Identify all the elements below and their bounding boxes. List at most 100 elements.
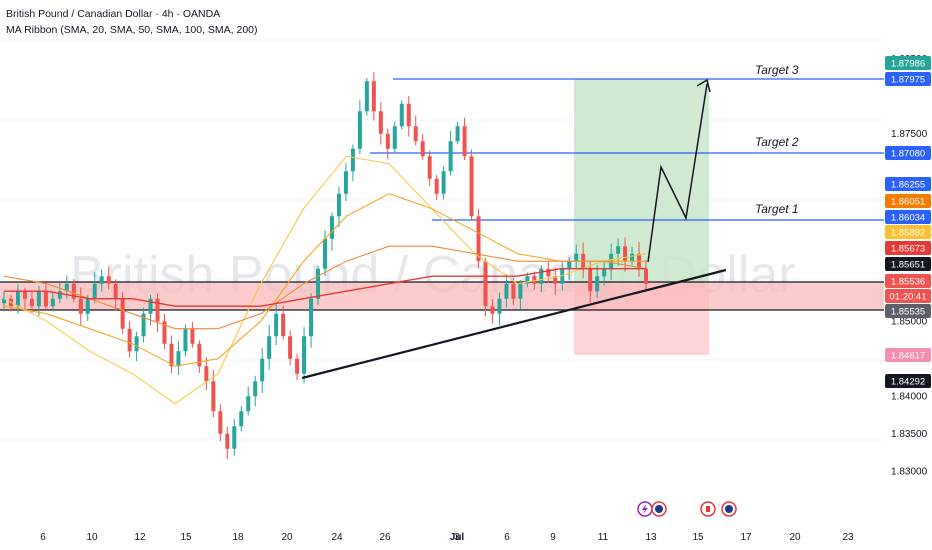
candle-body[interactable] [427, 156, 432, 179]
candle-body[interactable] [50, 298, 55, 307]
candle-body[interactable] [99, 276, 104, 284]
candle-body[interactable] [546, 268, 551, 277]
candle-body[interactable] [336, 193, 341, 217]
trendline[interactable] [301, 268, 727, 380]
candle-body[interactable] [399, 103, 404, 127]
candle-body[interactable] [36, 291, 41, 307]
candle-body[interactable] [350, 148, 355, 172]
price-tag[interactable] [885, 72, 931, 86]
candle-body[interactable] [127, 328, 132, 352]
price-tag[interactable] [885, 225, 931, 239]
profit-zone[interactable] [574, 79, 709, 283]
candle-body[interactable] [462, 126, 467, 157]
price-tag[interactable] [885, 257, 931, 271]
candle-body[interactable] [260, 358, 265, 382]
candle-body[interactable] [176, 351, 181, 367]
candle-body[interactable] [295, 358, 300, 374]
candle-body[interactable] [64, 283, 69, 292]
candle-body[interactable] [225, 433, 230, 449]
candle-body[interactable] [455, 126, 460, 142]
candle-body[interactable] [148, 298, 153, 314]
candle-body[interactable] [92, 283, 97, 299]
candle-body[interactable] [441, 171, 446, 194]
support-zone[interactable] [0, 282, 884, 310]
indicator-legend[interactable]: MA Ribbon (SMA, 20, SMA, 50, SMA, 100, S… [6, 24, 258, 36]
ma-line-sma-100[interactable] [3, 245, 647, 330]
candle-body[interactable] [183, 328, 188, 352]
candle-body[interactable] [469, 156, 474, 217]
candle-body[interactable] [392, 126, 397, 149]
candle-body[interactable] [602, 268, 607, 277]
ma-ribbon[interactable] [3, 155, 647, 405]
candle-body[interactable] [574, 253, 579, 262]
candle-body[interactable] [141, 313, 146, 337]
candle-body[interactable] [644, 268, 648, 284]
ma-line-sma-50[interactable] [3, 193, 646, 367]
candle-body[interactable] [22, 291, 27, 299]
candle-body[interactable] [232, 426, 237, 449]
price-tag[interactable] [885, 241, 931, 255]
candle-body[interactable] [281, 313, 286, 337]
price-tags[interactable]: 1.87986 1.87975 1.87080 1.86255 1.86051 1.860… [885, 56, 931, 388]
candle-body[interactable] [490, 306, 495, 314]
candle-body[interactable] [113, 283, 118, 299]
candle-body[interactable] [476, 216, 481, 262]
candle-body[interactable] [371, 81, 376, 112]
candle-body[interactable] [539, 268, 544, 284]
candle-body[interactable] [197, 343, 202, 367]
candle-body[interactable] [420, 141, 425, 157]
candle-body[interactable] [483, 261, 488, 307]
projection-path[interactable] [647, 83, 708, 263]
candle-body[interactable] [274, 313, 279, 337]
candle-body[interactable] [497, 298, 502, 314]
candle-body[interactable] [155, 298, 160, 322]
candle-body[interactable] [267, 336, 272, 359]
candle-body[interactable] [553, 276, 558, 284]
candle-body[interactable] [15, 291, 20, 307]
candle-body[interactable] [532, 276, 537, 284]
candle-body[interactable] [302, 336, 307, 374]
candle-body[interactable] [43, 291, 48, 307]
candle-body[interactable] [204, 366, 209, 382]
price-tag[interactable] [885, 289, 931, 303]
candle-body[interactable] [288, 336, 293, 359]
price-tag[interactable] [885, 348, 931, 362]
candles[interactable] [2, 71, 648, 460]
candle-body[interactable] [57, 291, 62, 299]
price-tag[interactable] [885, 194, 931, 208]
candle-body[interactable] [567, 261, 572, 269]
candle-body[interactable] [120, 298, 125, 329]
candle-body[interactable] [525, 276, 530, 284]
candle-body[interactable] [246, 396, 251, 412]
candle-body[interactable] [518, 283, 523, 299]
candle-body[interactable] [413, 126, 418, 142]
candle-body[interactable] [560, 268, 565, 284]
candle-body[interactable] [364, 81, 369, 112]
candle-body[interactable] [190, 328, 195, 344]
candle-body[interactable] [329, 216, 334, 239]
candle-body[interactable] [218, 411, 223, 434]
candle-body[interactable] [448, 141, 453, 172]
candle-body[interactable] [169, 343, 174, 367]
candle-body[interactable] [211, 381, 216, 412]
candle-body[interactable] [316, 268, 321, 299]
price-tag[interactable] [885, 177, 931, 191]
x-axis-panel[interactable] [0, 520, 884, 550]
event-icons[interactable] [637, 501, 737, 517]
candle-body[interactable] [162, 321, 167, 344]
ma-line-sma-20[interactable] [3, 155, 647, 405]
candle-body[interactable] [434, 178, 439, 194]
candle-body[interactable] [630, 253, 635, 262]
candle-body[interactable] [71, 283, 76, 299]
price-tag[interactable] [885, 274, 931, 288]
candle-body[interactable] [385, 133, 390, 149]
candle-body[interactable] [511, 283, 516, 299]
candle-body[interactable] [253, 381, 258, 397]
candle-body[interactable] [623, 246, 628, 262]
candle-body[interactable] [504, 283, 509, 299]
price-tag[interactable] [885, 210, 931, 224]
ma-line-sma-200[interactable] [4, 268, 646, 307]
price-tag[interactable] [885, 146, 931, 160]
candle-body[interactable] [595, 276, 600, 292]
